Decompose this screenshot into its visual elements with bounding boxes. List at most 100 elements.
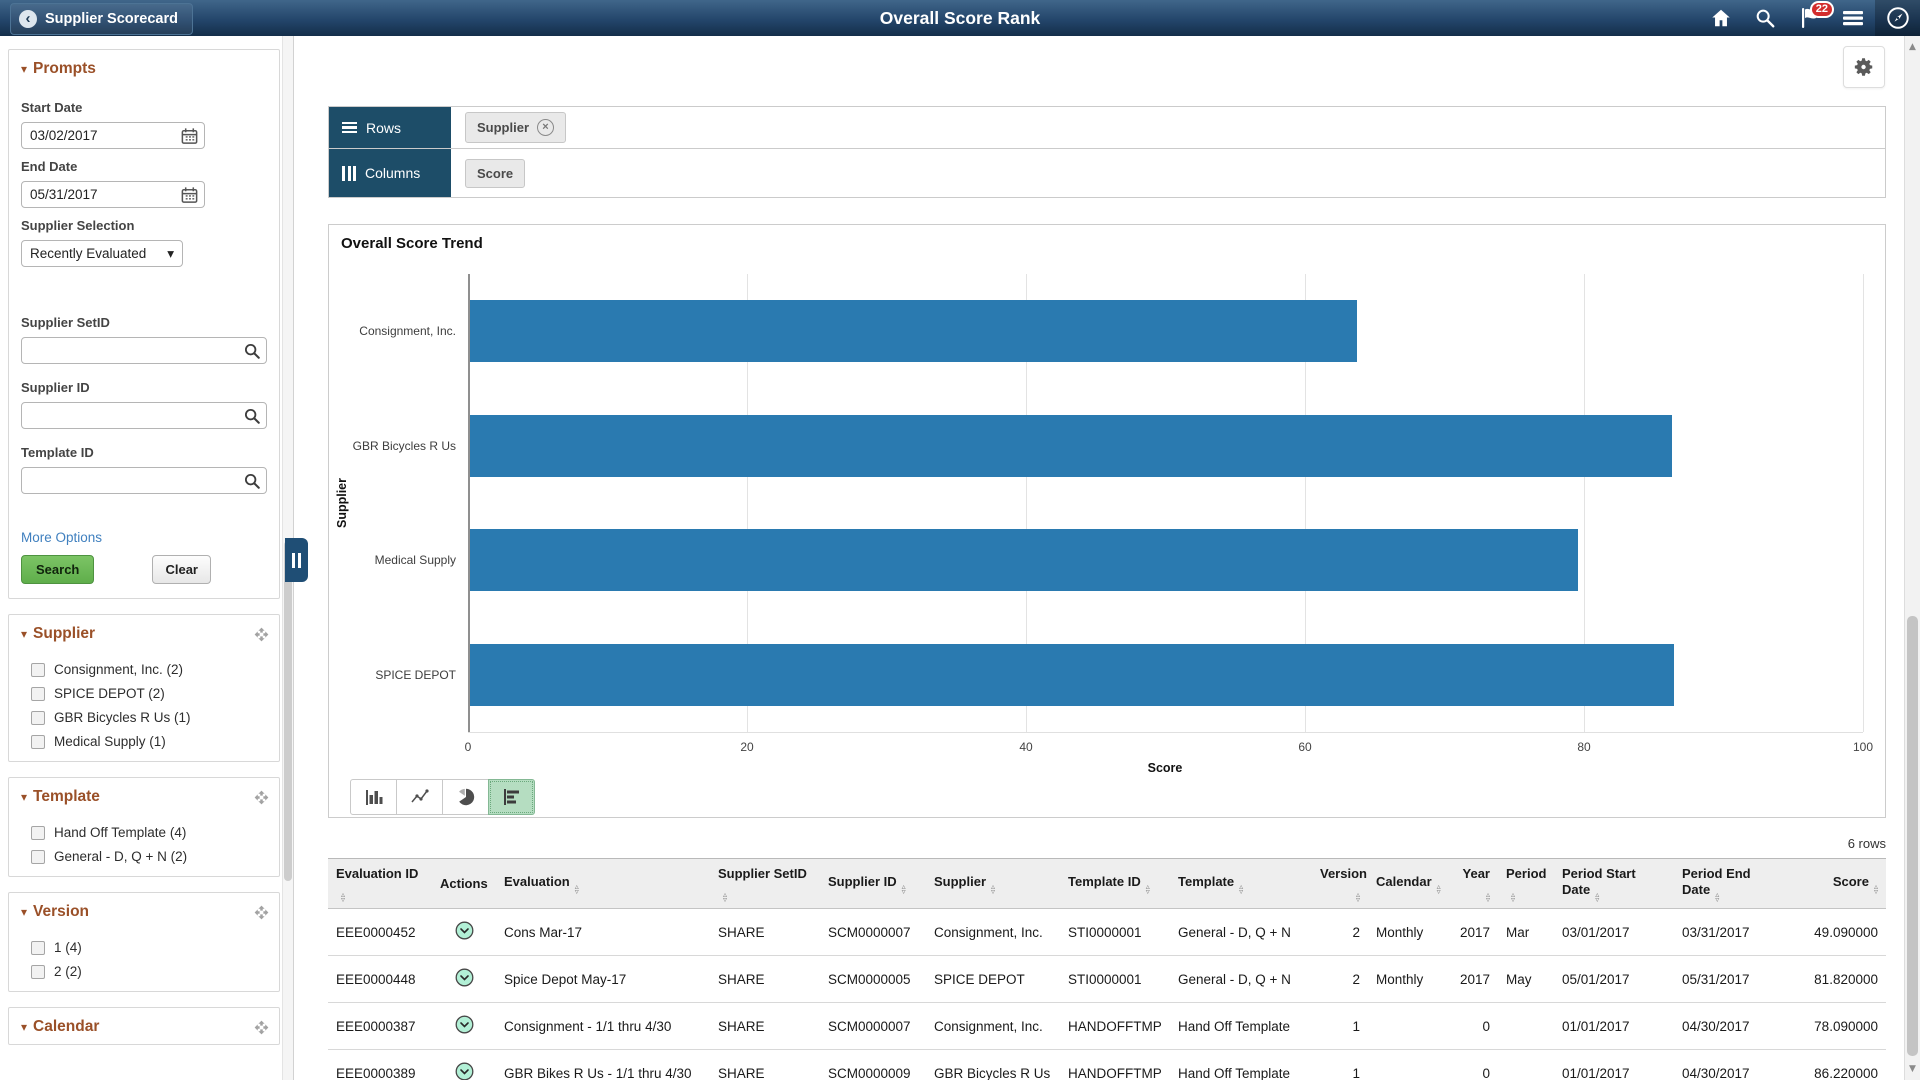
sort-icon[interactable]: ▵ ▿ — [723, 889, 728, 904]
collapse-caret-icon[interactable]: ▾ — [21, 1020, 28, 1034]
row-actions-icon[interactable] — [455, 968, 474, 990]
search-icon[interactable] — [1750, 0, 1780, 36]
bar-consignment-inc[interactable] — [470, 300, 1358, 363]
row-actions-icon[interactable] — [455, 1015, 474, 1037]
row-actions-icon[interactable] — [455, 921, 474, 943]
horizontal-bar-chart-button[interactable] — [488, 779, 535, 815]
filter-option-2-2[interactable]: 2 (2) — [31, 964, 269, 979]
move-icon[interactable] — [254, 1020, 269, 1035]
scrollbar-thumb[interactable] — [1907, 616, 1918, 1056]
lookup-search-icon[interactable] — [243, 407, 261, 425]
gear-icon[interactable] — [1843, 46, 1885, 88]
move-icon[interactable] — [254, 790, 269, 805]
checkbox[interactable] — [31, 964, 45, 979]
column-header-year[interactable]: Year ▵ ▿ — [1452, 858, 1498, 909]
sort-icon[interactable]: ▵ ▿ — [1511, 889, 1516, 904]
column-header-supplier-setid[interactable]: Supplier SetID ▵ ▿ — [710, 858, 820, 909]
start-date-input[interactable] — [21, 122, 205, 149]
sort-icon[interactable]: ▵ ▿ — [991, 881, 996, 896]
sort-icon[interactable]: ▵ ▿ — [1715, 889, 1720, 904]
sidebar-scrollbar-thumb[interactable] — [284, 541, 292, 881]
sort-icon[interactable]: ▵ ▿ — [1145, 881, 1150, 896]
supplier-id-input[interactable] — [21, 402, 267, 429]
sidebar-collapse-handle[interactable] — [285, 538, 308, 582]
columns-tab[interactable]: Columns — [329, 149, 451, 197]
end-date-input[interactable] — [21, 181, 205, 208]
clear-button[interactable]: Clear — [152, 555, 211, 584]
facet-title: Template — [33, 788, 100, 805]
column-header-score[interactable]: Score ▵ ▿ — [1790, 858, 1886, 909]
calendar-icon[interactable] — [180, 185, 199, 204]
column-header-version[interactable]: Version ▵ ▿ — [1312, 858, 1368, 909]
column-header-period-start-date[interactable]: Period Start Date ▵ ▿ — [1554, 858, 1674, 909]
sort-icon[interactable]: ▵ ▿ — [1485, 889, 1490, 904]
checkbox[interactable] — [31, 734, 45, 749]
filter-option-consignment-inc-2[interactable]: Consignment, Inc. (2) — [31, 662, 269, 677]
row-actions-icon[interactable] — [455, 1062, 474, 1080]
filter-option-hand-off-template-4[interactable]: Hand Off Template (4) — [31, 825, 269, 840]
collapse-caret-icon[interactable]: ▾ — [21, 790, 28, 804]
column-header-supplier-id[interactable]: Supplier ID ▵ ▿ — [820, 858, 926, 909]
lookup-search-icon[interactable] — [243, 472, 261, 490]
collapse-caret-icon[interactable]: ▾ — [21, 627, 28, 641]
column-header-evaluation[interactable]: Evaluation ▵ ▿ — [496, 858, 710, 909]
back-button[interactable]: ‹ Supplier Scorecard — [10, 3, 193, 35]
collapse-caret-icon[interactable]: ▾ — [21, 62, 28, 76]
column-header-evaluation-id[interactable]: Evaluation ID ▵ ▿ — [328, 858, 432, 909]
vertical-scrollbar[interactable]: ▲ ▼ — [1904, 36, 1920, 1080]
move-icon[interactable] — [254, 905, 269, 920]
rows-tab[interactable]: Rows — [329, 107, 451, 148]
x-axis-tick-label: 0 — [464, 740, 472, 754]
menu-icon[interactable] — [1838, 0, 1868, 36]
lookup-search-icon[interactable] — [243, 342, 261, 360]
sort-icon[interactable]: ▵ ▿ — [1239, 881, 1244, 896]
sort-icon[interactable]: ▵ ▿ — [341, 889, 346, 904]
sort-icon[interactable]: ▵ ▿ — [1595, 889, 1600, 904]
sort-icon[interactable]: ▵ ▿ — [574, 881, 579, 896]
checkbox[interactable] — [31, 662, 45, 677]
chip-close-icon[interactable]: × — [537, 119, 555, 136]
pivot-chip-supplier[interactable]: Supplier × — [465, 112, 567, 143]
move-icon[interactable] — [254, 627, 269, 642]
checkbox[interactable] — [31, 710, 45, 725]
checkbox[interactable] — [31, 940, 45, 955]
bar-spice-depot[interactable] — [470, 643, 1674, 706]
sort-icon[interactable]: ▵ ▿ — [1355, 889, 1360, 904]
pie-chart-button[interactable] — [442, 779, 489, 815]
filter-option-1-4[interactable]: 1 (4) — [31, 940, 269, 955]
collapse-caret-icon[interactable]: ▾ — [21, 905, 28, 919]
home-icon[interactable] — [1706, 0, 1736, 36]
filter-option-general-d-q-n-2[interactable]: General - D, Q + N (2) — [31, 849, 269, 864]
search-button[interactable]: Search — [21, 555, 95, 584]
sort-icon[interactable]: ▵ ▿ — [1873, 881, 1878, 896]
checkbox[interactable] — [31, 849, 45, 864]
sort-icon[interactable]: ▵ ▿ — [1436, 881, 1441, 896]
filter-option-medical-supply-1[interactable]: Medical Supply (1) — [31, 734, 269, 749]
column-header-template[interactable]: Template ▵ ▿ — [1170, 858, 1312, 909]
cell-period-start-date: 03/01/2017 — [1554, 908, 1674, 956]
bar-gbr-bicycles-r-us[interactable] — [470, 414, 1673, 477]
navbar-compass-icon[interactable] — [1875, 0, 1920, 36]
pivot-chip-score[interactable]: Score — [465, 158, 526, 188]
checkbox[interactable] — [31, 686, 45, 701]
notification-flag-icon[interactable]: 22 — [1794, 0, 1834, 36]
bar-medical-supply[interactable] — [470, 529, 1578, 592]
bar-chart-button[interactable] — [350, 779, 397, 815]
filter-option-gbr-bicycles-r-us-1[interactable]: GBR Bicycles R Us (1) — [31, 710, 269, 725]
supplier-setid-input[interactable] — [21, 337, 267, 364]
template-id-input[interactable] — [21, 467, 267, 494]
calendar-icon[interactable] — [180, 126, 199, 145]
checkbox[interactable] — [31, 825, 45, 840]
column-header-calendar[interactable]: Calendar ▵ ▿ — [1368, 858, 1452, 909]
column-header-supplier[interactable]: Supplier ▵ ▿ — [926, 858, 1060, 909]
more-options-link[interactable]: More Options — [21, 530, 103, 545]
supplier-selection-select[interactable]: Recently Evaluated ▾ — [21, 240, 183, 267]
line-chart-button[interactable] — [396, 779, 443, 815]
column-header-period-end-date[interactable]: Period End Date ▵ ▿ — [1674, 858, 1790, 909]
scroll-up-arrow-icon[interactable]: ▲ — [1909, 42, 1916, 52]
scroll-down-arrow-icon[interactable]: ▼ — [1909, 1064, 1916, 1074]
sort-icon[interactable]: ▵ ▿ — [901, 881, 906, 896]
column-header-template-id[interactable]: Template ID ▵ ▿ — [1060, 858, 1170, 909]
filter-option-spice-depot-2[interactable]: SPICE DEPOT (2) — [31, 686, 269, 701]
column-header-period[interactable]: Period ▵ ▿ — [1498, 858, 1554, 909]
